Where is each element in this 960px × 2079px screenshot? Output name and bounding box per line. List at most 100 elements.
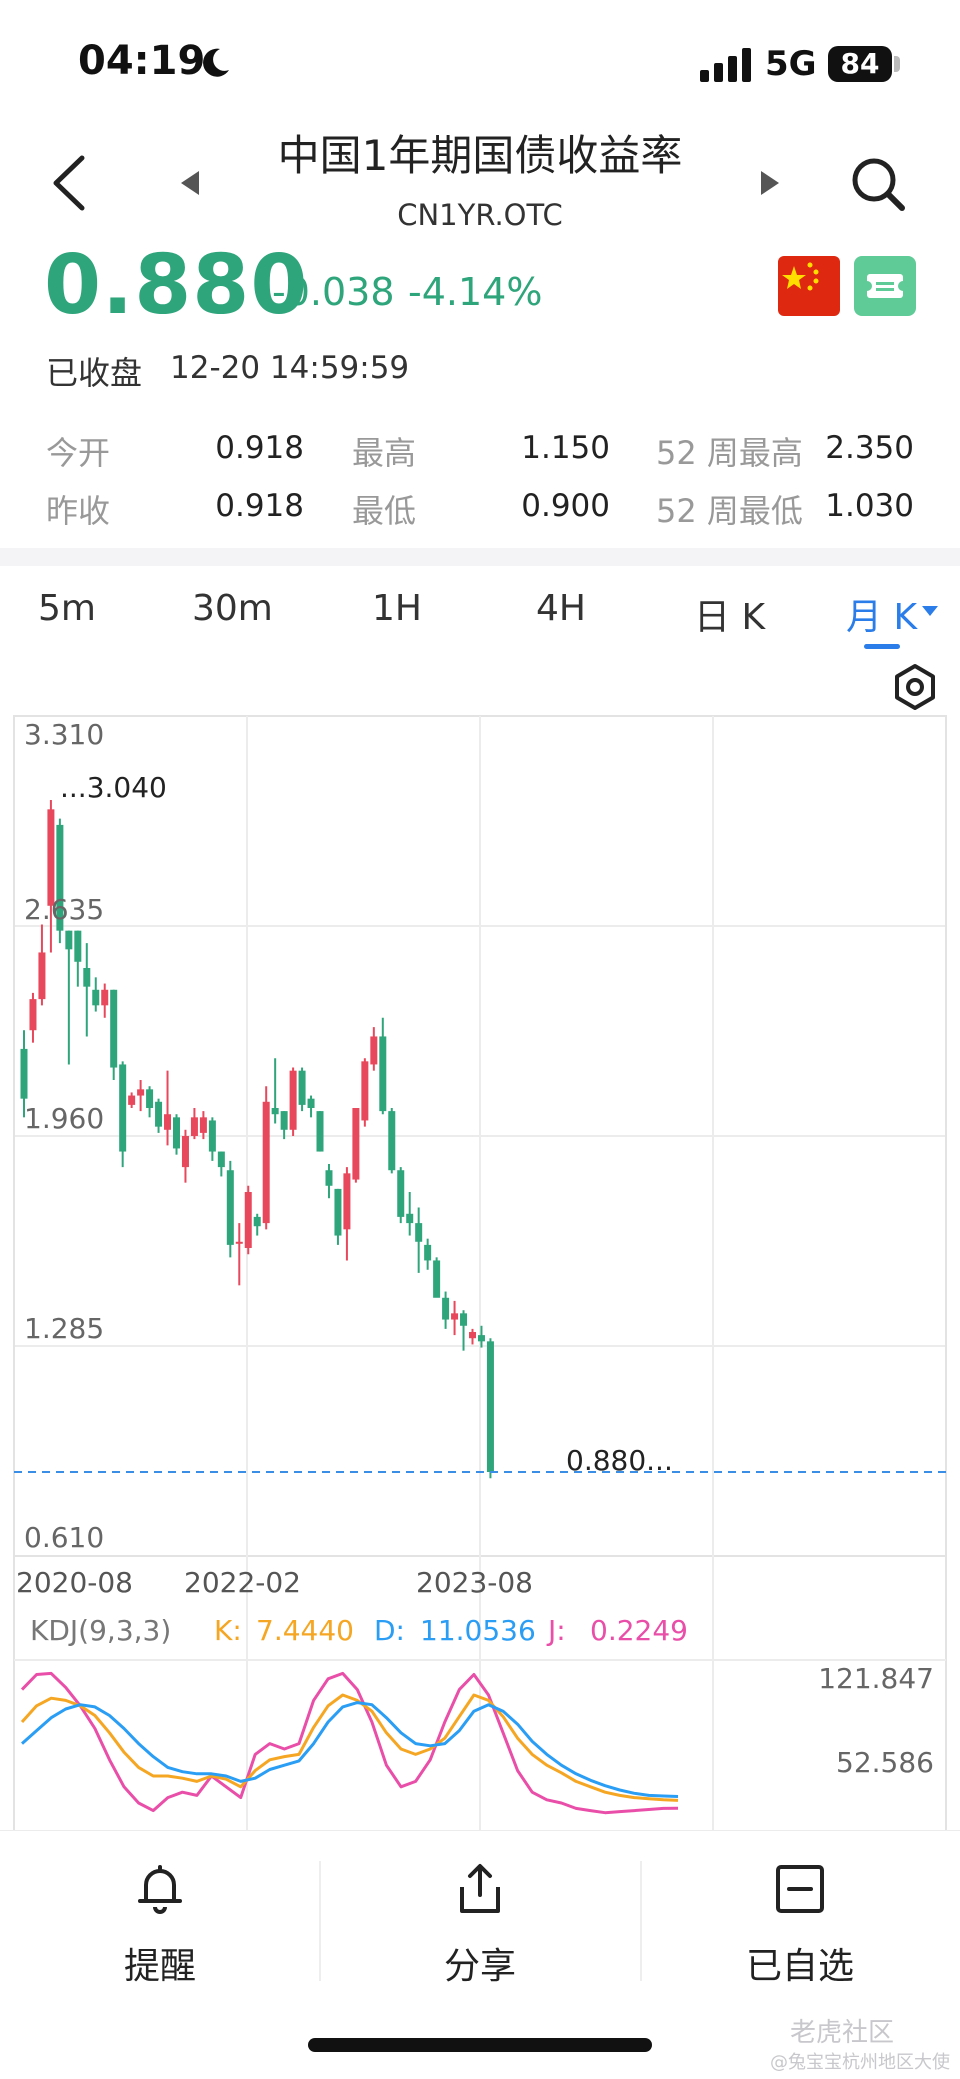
candle [307,1095,315,1118]
candle [370,1027,378,1071]
alert-label: 提醒 [123,1946,196,1987]
watchlist-button[interactable]: 已自选 [700,1861,900,1991]
price-change: -0.038 [272,270,395,314]
watermark-user: @兔宝宝杭州地区大使 [770,2052,950,2073]
stat-prev-close-value: 0.918 [215,488,304,524]
kdj-j-label: J: [546,1614,566,1647]
y-tick-label: 1.285 [24,1312,104,1345]
candle [298,1067,306,1112]
candle-body [190,1117,198,1136]
candle [289,1067,297,1136]
last-price-label: 0.880... [566,1444,673,1477]
candle [172,1114,180,1155]
prev-symbol-button[interactable] [175,168,205,198]
candle [334,1188,342,1245]
candle-body [352,1108,360,1180]
candle-body [298,1070,306,1105]
candle [235,1223,243,1286]
nav-divider [319,1861,321,1981]
price-change-percent: -4.14% [408,270,543,314]
candle-body [226,1170,234,1245]
tab-monthly[interactable]: 月 K [846,597,918,638]
last-price: 0.880 [44,238,309,333]
candle [29,992,37,1043]
candle [415,1207,423,1273]
stat-low-value: 0.900 [521,488,610,524]
next-symbol-button[interactable] [755,168,785,198]
ticket-icon[interactable] [854,256,916,316]
candle-body [316,1111,324,1152]
candle-body [486,1341,494,1472]
candle-body [47,809,55,906]
kdj-k-line [20,1693,679,1802]
candle [397,1167,405,1224]
tab-5m[interactable]: 5m [38,588,96,629]
candlestick-chart[interactable]: 3.310 2.635 1.960 1.285 0.610 ...3.040 0… [0,700,960,1830]
tab-1h[interactable]: 1H [372,588,422,629]
candle [262,1086,270,1230]
status-time: 04:19 [78,38,206,84]
kdj-k-value: 7.4440 [256,1614,354,1647]
kdj-d-line [21,1701,679,1798]
candle-body [38,952,46,1000]
search-icon[interactable] [848,154,908,214]
stat-prev-close-label: 昨收 [46,492,111,530]
candle-body [325,1170,333,1186]
candle [226,1160,234,1258]
candle-body [137,1089,145,1096]
candle [164,1070,172,1146]
candle [199,1111,207,1140]
kdj-title: KDJ(9,3,3) [30,1614,171,1647]
tab-daily[interactable]: 日 K [694,597,766,638]
candle [460,1310,468,1351]
china-flag-icon [778,256,840,316]
active-tab-indicator [864,644,900,649]
candle [388,1108,396,1174]
chevron-down-icon[interactable] [920,604,940,618]
candle-body [451,1313,459,1320]
kdj-j-value: 0.2249 [590,1614,688,1647]
candle [190,1108,198,1140]
candle-body [172,1117,180,1149]
kdj-d-value: 11.0536 [420,1614,536,1647]
back-button[interactable] [44,150,94,216]
tab-30m[interactable]: 30m [192,588,273,629]
battery-tip [894,56,900,72]
candle [146,1086,154,1118]
candle-body [388,1111,396,1171]
candle-body [424,1244,432,1261]
stat-high-value: 1.150 [521,430,610,466]
home-indicator[interactable] [308,2038,652,2052]
candle-body [280,1111,288,1130]
chart-grid [13,715,947,1830]
candle-body [397,1170,405,1217]
candle-body [217,1151,225,1168]
stat-low-label: 最低 [352,492,417,530]
candle [406,1192,414,1236]
candle [361,1058,369,1127]
candle-body [415,1223,423,1242]
max-price-label: ...3.040 [60,771,167,804]
candle-body [83,968,91,987]
candle-body [406,1213,414,1224]
candle [343,1167,351,1261]
candle-body [460,1313,468,1326]
candle-body [155,1101,163,1127]
candle-body [469,1332,476,1339]
x-tick-label: 2020-08 [16,1566,133,1599]
candle [56,818,64,944]
alert-button[interactable]: 提醒 [60,1861,260,1991]
quote-timestamp: 12-20 14:59:59 [170,350,410,386]
candle-body [235,1241,243,1244]
share-button[interactable]: 分享 [380,1861,580,1991]
tab-4h[interactable]: 4H [536,588,586,629]
candle-body [379,1036,387,1112]
kdj-tick-label: 52.586 [836,1746,934,1779]
stat-open-label: 今开 [46,434,111,472]
candle-body [442,1297,450,1320]
candle [65,930,73,1065]
candle [442,1291,450,1329]
candle-body [208,1120,216,1152]
chart-settings-icon[interactable] [890,662,940,712]
candle [83,943,91,1037]
